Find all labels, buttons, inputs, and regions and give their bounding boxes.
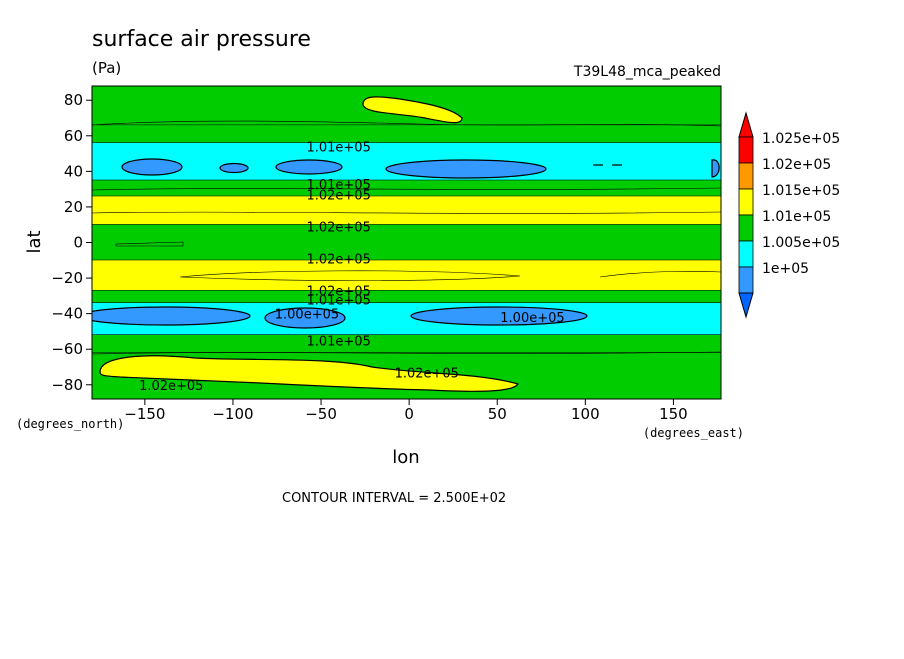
low-cell-n1 [121,158,183,176]
units-label: (Pa) [92,59,121,77]
plot-area: 1.01e+051.01e+051.02e+051.02e+051.02e+05… [92,86,721,399]
contour-label-2: 1.02e+05 [306,188,370,203]
thin-contour-1 [92,120,721,127]
colorbar-label-1: 1.02e+05 [762,157,831,173]
thin-contour-4 [179,270,521,281]
contour-label-0: 1.01e+05 [306,140,370,155]
thin-contour-2 [92,187,721,191]
contour-label-3: 1.02e+05 [306,220,370,235]
colorbar-label-0: 1.025e+05 [762,131,840,147]
contour-label-7: 1.00e+05 [275,308,339,323]
pressure-band-6 [92,260,721,291]
colorbar-label-4: 1.005e+05 [762,235,840,251]
low-cell-s2 [264,307,346,329]
pressure-band-1 [92,125,721,143]
y-tick-label-6: 40 [64,162,83,180]
thin-contour-5 [599,270,721,278]
low-cell-s1 [92,306,251,326]
x-axis-label: lon [392,447,419,468]
colorbar-label-5: 1e+05 [762,261,809,277]
contour-label-4: 1.02e+05 [306,253,370,268]
pressure-band-3 [92,180,721,197]
contour-label-6: 1.01e+05 [306,293,370,308]
low-cell-n4 [385,159,547,179]
y-tick-label-2: −40 [51,305,83,323]
x-tick-label-3: 0 [404,405,414,423]
low-cell-n5 [711,159,720,178]
contour-label-5: 1.02e+05 [306,285,370,300]
y-unit-label: (degrees_north) [16,417,124,431]
low-cell-s3 [410,306,588,326]
y-tick-label-3: −20 [51,269,83,287]
colorbar-swatch-0 [738,136,754,164]
y-tick-label-8: 80 [64,91,83,109]
high-cell-south [99,355,519,392]
thin-contour-6 [115,241,184,247]
x-unit-label: (degrees_east) [643,426,744,440]
high-cell-north [362,96,463,124]
contour-label-9: 1.01e+05 [306,334,370,349]
axis-ticks: −150 −100 −50 0 50 100 150 −80 −60 −40 −20 0 20 40 60 8… [51,91,687,423]
colorbar-max-triangle [738,111,754,138]
x-tick-label-5: 100 [571,405,600,423]
x-tick-label-6: 150 [659,405,688,423]
pressure-bands [92,86,721,399]
y-tick-label-0: −80 [51,376,83,394]
colorbar-label-2: 1.015e+05 [762,183,840,199]
y-axis-label: lat [24,230,45,253]
thin-contour-3 [92,211,721,214]
contour-label-8: 1.00e+05 [500,311,564,326]
colorbar-swatch-1 [738,162,754,190]
low-cell-n3 [275,159,343,175]
pressure-band-7 [92,290,721,303]
y-tick-label-1: −60 [51,340,83,358]
x-tick-label-4: 50 [488,405,507,423]
x-tick-label-2: −50 [305,405,337,423]
colorbar-swatch-2 [738,188,754,216]
thin-contours [92,120,721,355]
colorbar-swatch-5 [738,266,754,294]
pressure-band-5 [92,224,721,261]
y-tick-label-4: 0 [73,234,83,252]
contour-labels: 1.01e+051.01e+051.02e+051.02e+051.02e+05… [139,140,565,393]
contour-label-1: 1.01e+05 [306,178,370,193]
colorbar-min-triangle [738,292,754,319]
colorbar-label-3: 1.01e+05 [762,209,831,225]
pressure-cells [92,96,720,392]
low-cell-n2 [219,162,249,174]
contour-interval-note: CONTOUR INTERVAL = 2.500E+02 [282,491,506,506]
chart-title: surface air pressure [92,27,311,52]
x-tick-label-0: −150 [124,405,165,423]
colorbar-swatch-4 [738,240,754,268]
pressure-band-9 [92,334,721,353]
run-label: T39L48_mca_peaked [573,64,721,80]
contour-label-11: 1.02e+05 [139,379,203,394]
colorbar: 1.025e+05 1.02e+05 1.015e+05 1.01e+05 1.005e… [738,111,840,319]
y-tick-label-7: 60 [64,127,83,145]
colorbar-swatch-3 [738,214,754,242]
contour-label-10: 1.02e+05 [395,366,459,381]
thin-contour-7 [92,351,721,355]
y-tick-label-5: 20 [64,198,83,216]
x-tick-label-1: −100 [212,405,253,423]
pressure-band-4 [92,196,721,225]
